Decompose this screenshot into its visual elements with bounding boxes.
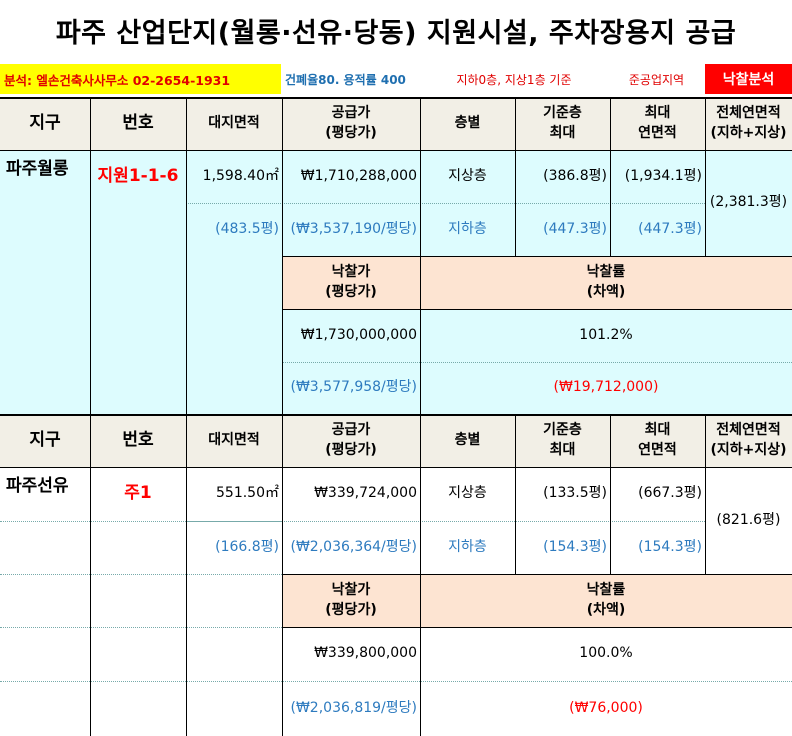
grid-line-v bbox=[705, 414, 706, 574]
parcel-number-area bbox=[90, 150, 186, 414]
col-header-number: 번호 bbox=[90, 97, 186, 150]
bid-rate-header: 낙찰률 (차액) bbox=[420, 256, 792, 309]
col-header-land-area: 대지면적 bbox=[186, 414, 282, 467]
bid-price-header: 낙찰가 (평당가) bbox=[282, 256, 420, 309]
grid-line-v bbox=[515, 97, 516, 256]
col-header-floor: 층별 bbox=[420, 414, 515, 467]
grid-line-v bbox=[610, 414, 611, 574]
grid-line-h bbox=[282, 681, 792, 682]
grid-line-h bbox=[0, 681, 282, 682]
grid-line-h bbox=[0, 150, 792, 151]
ratio-info: 건폐율80. 용적률 400 bbox=[285, 72, 406, 87]
supply-price: ₩339,724,000 bbox=[314, 485, 417, 502]
grid-line-v bbox=[186, 414, 187, 736]
floor-below-label: 지하층 bbox=[420, 203, 515, 256]
col-header-number: 번호 bbox=[90, 414, 186, 467]
col-header-base-floor: 기준층 최대 bbox=[515, 97, 610, 150]
base-floor-below: (447.3평) bbox=[515, 203, 610, 256]
land-area-sqm: 551.50㎡ bbox=[216, 485, 279, 502]
district-name: 파주선유 bbox=[6, 476, 69, 496]
supply-price: ₩1,710,288,000 bbox=[282, 150, 420, 203]
bid-price: ₩339,800,000 bbox=[314, 645, 417, 662]
bid-rate-header: 낙찰률 (차액) bbox=[420, 574, 792, 627]
col-header-supply-price: 공급가 (평당가) bbox=[282, 414, 420, 467]
base-floor-above: (386.8평) bbox=[515, 150, 610, 203]
grid-line-h bbox=[282, 574, 792, 575]
bid-rate: 101.2% bbox=[420, 309, 792, 362]
max-area-below: (447.3평) bbox=[610, 203, 705, 256]
floors-info: 지하0층, 지상1층 기준 bbox=[456, 72, 572, 87]
floor-above-label: 지상층 bbox=[448, 485, 487, 502]
grid-line-v bbox=[90, 414, 91, 736]
bid-price: ₩1,730,000,000 bbox=[282, 309, 420, 362]
land-area-pyeong: (483.5평) bbox=[215, 220, 279, 237]
grid-line-h bbox=[186, 203, 705, 204]
district-name: 파주월롱 bbox=[0, 150, 90, 414]
supply-price-per-pyeong: (₩2,036,364/평당) bbox=[290, 538, 418, 555]
analysis-badge: 낙찰분석 bbox=[705, 64, 792, 94]
grid-line-h bbox=[0, 414, 792, 416]
bid-rate: 100.0% bbox=[579, 645, 633, 662]
max-area-above: (667.3평) bbox=[638, 485, 702, 502]
col-header-supply-price: 공급가 (평당가) bbox=[282, 97, 420, 150]
parcel-number: 주1 bbox=[124, 482, 152, 503]
grid-line-v bbox=[186, 97, 187, 414]
bid-difference: (₩76,000) bbox=[569, 699, 643, 716]
col-header-land-area: 대지면적 bbox=[186, 97, 282, 150]
floor-below-label: 지하층 bbox=[448, 538, 487, 555]
col-header-max-area: 최대 연면적 bbox=[610, 97, 705, 150]
grid-line-v bbox=[420, 97, 421, 414]
land-area-sqm: 1,598.40㎡ bbox=[202, 167, 279, 184]
page-title: 파주 산업단지(월롱·선유·당동) 지원시설, 주차장용지 공급 bbox=[55, 17, 737, 49]
grid-line-h bbox=[186, 521, 705, 522]
grid-line-v bbox=[515, 414, 516, 574]
bid-price-per-pyeong: (₩3,577,958/평당) bbox=[282, 362, 420, 414]
grid-line-v bbox=[90, 97, 91, 414]
zone-info: 준공업지역 bbox=[628, 72, 685, 87]
supply-price-per-pyeong: (₩3,537,190/평당) bbox=[282, 203, 420, 256]
total-floor-area: (2,381.3평) bbox=[705, 150, 792, 256]
land-area-pyeong: (166.8평) bbox=[215, 538, 279, 555]
total-floor-area: (821.6평) bbox=[716, 511, 781, 528]
grid-line-h bbox=[282, 627, 792, 628]
grid-line-v bbox=[420, 414, 421, 736]
floor-above-label: 지상층 bbox=[420, 150, 515, 203]
grid-line-h bbox=[0, 467, 792, 468]
grid-line-h bbox=[0, 574, 282, 575]
grid-line-v bbox=[282, 414, 283, 736]
grid-line-v bbox=[282, 97, 283, 414]
col-header-max-area: 최대 연면적 bbox=[610, 414, 705, 467]
grid-line-h bbox=[282, 362, 792, 363]
bid-price-header: 낙찰가 (평당가) bbox=[282, 574, 420, 627]
grid-line-v bbox=[610, 97, 611, 256]
parcel-number: 지원1-1-6 bbox=[97, 165, 179, 186]
grid-line-v bbox=[705, 97, 706, 256]
grid-line-h bbox=[0, 627, 282, 628]
grid-line-h bbox=[0, 521, 282, 522]
base-floor-above: (133.5평) bbox=[543, 485, 607, 502]
max-area-above: (1,934.1평) bbox=[610, 150, 705, 203]
land-area-column bbox=[186, 150, 282, 414]
col-header-total-area: 전체연면적 (지하+지상) bbox=[705, 97, 792, 150]
grid-line-h bbox=[282, 309, 792, 310]
col-header-floor: 층별 bbox=[420, 97, 515, 150]
grid-line-h bbox=[282, 256, 792, 257]
col-header-base-floor: 기준층 최대 bbox=[515, 414, 610, 467]
bid-difference: (₩19,712,000) bbox=[420, 362, 792, 414]
col-header-district: 지구 bbox=[0, 414, 90, 467]
base-floor-below: (154.3평) bbox=[543, 538, 607, 555]
max-area-below: (154.3평) bbox=[638, 538, 702, 555]
bid-price-per-pyeong: (₩2,036,819/평당) bbox=[290, 699, 418, 716]
office-info: 분석: 엘손건축사사무소 02-2654-1931 bbox=[0, 64, 281, 94]
col-header-total-area: 전체연면적 (지하+지상) bbox=[705, 414, 792, 467]
col-header-district: 지구 bbox=[0, 97, 90, 150]
grid-line-h bbox=[0, 97, 792, 99]
